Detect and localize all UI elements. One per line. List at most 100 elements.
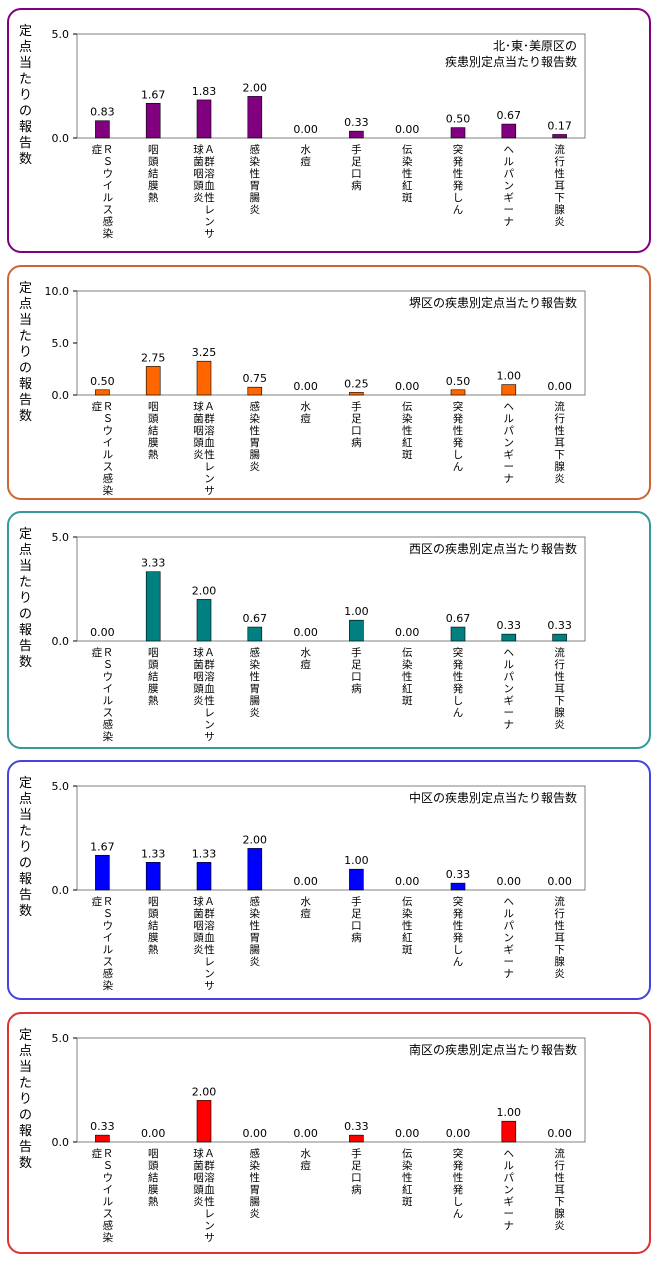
category-label: 紅 (402, 683, 413, 695)
category-label: 炎 (250, 956, 261, 968)
category-label: ン (204, 719, 215, 731)
plot-area (76, 290, 586, 396)
category-label: 症 (92, 895, 103, 908)
bar (145, 366, 161, 396)
category-label: 溶 (204, 670, 215, 683)
category-label: 突 (453, 400, 464, 413)
category-label: 染 (103, 730, 114, 743)
category-label: 痘 (300, 1159, 311, 1172)
category-label: ウ (103, 920, 114, 932)
category-label: ル (504, 659, 515, 671)
category-label: Ｓ (103, 413, 114, 425)
category-label: レ (204, 1208, 215, 1220)
data-label: 0.00 (293, 1127, 318, 1140)
category-label: ギ (504, 449, 515, 461)
bar (95, 1134, 110, 1143)
data-label: 0.00 (547, 380, 572, 393)
category-label: 咽 (148, 647, 159, 659)
category-label: 頭 (193, 180, 204, 192)
data-label: 0.33 (497, 619, 522, 632)
bar (196, 599, 212, 642)
data-label: 0.33 (547, 619, 572, 632)
category-label: 染 (250, 412, 261, 425)
category-label: 溶 (204, 1171, 215, 1184)
category-label: 痘 (300, 412, 311, 425)
category-label: Ｒ (103, 401, 114, 413)
category-label: 伝 (402, 401, 413, 413)
category-label: 性 (554, 424, 565, 437)
category-label: 頭 (193, 437, 204, 449)
category-label: 手 (351, 143, 362, 156)
plot-area (76, 536, 586, 642)
category-label: 感 (103, 472, 114, 485)
category-label: 足 (351, 413, 362, 425)
y-tick-label: 0.0 (52, 132, 70, 145)
chart-title: 西区の疾患別定点当たり報告数 (409, 541, 577, 556)
category-label: ウ (103, 1172, 114, 1184)
category-label: 性 (250, 167, 261, 180)
category-label: 頭 (193, 683, 204, 695)
category-label: 耳 (554, 437, 565, 449)
y-tick-label: 5.0 (52, 531, 70, 544)
category-label: イ (103, 1184, 114, 1196)
category-label: 性 (402, 1171, 413, 1184)
category-label: 紅 (402, 932, 413, 944)
category-label: Ｒ (103, 1148, 114, 1160)
category-label: 胃 (250, 683, 261, 695)
bar (145, 102, 161, 139)
category-label: 下 (554, 1196, 565, 1208)
category-label: 発 (453, 1159, 464, 1172)
category-label: 頭 (193, 1184, 204, 1196)
category-label: 頭 (193, 932, 204, 944)
category-label: 痘 (300, 907, 311, 920)
category-label: 足 (351, 659, 362, 671)
category-label: 流 (554, 1147, 565, 1160)
category-label: 発 (453, 931, 464, 944)
category-label: 感 (250, 400, 261, 413)
bar (349, 130, 364, 139)
category-label: 発 (453, 907, 464, 920)
category-label: Ａ (204, 1148, 215, 1160)
category-label: 炎 (554, 473, 565, 485)
category-label: 行 (554, 1159, 565, 1172)
data-label: 0.00 (293, 123, 318, 136)
data-label: 0.00 (395, 875, 420, 888)
category-label: 腸 (250, 192, 261, 204)
category-label: 炎 (193, 695, 204, 707)
data-label: 2.00 (192, 584, 217, 597)
data-label: 0.00 (547, 875, 572, 888)
category-label: 熱 (148, 943, 159, 956)
category-label: 感 (103, 1219, 114, 1232)
category-label: 口 (351, 1172, 362, 1184)
bar (196, 1100, 212, 1143)
category-label: 咽 (193, 671, 204, 683)
category-label: 炎 (193, 192, 204, 204)
data-label: 0.00 (395, 123, 420, 136)
data-label: 0.50 (446, 375, 471, 388)
category-label: ル (103, 944, 114, 956)
category-label: 発 (453, 1183, 464, 1196)
bar (501, 1120, 517, 1143)
category-label: 流 (554, 400, 565, 413)
category-label: 行 (554, 907, 565, 920)
category-label: ン (504, 180, 515, 192)
category-label: 胃 (250, 180, 261, 192)
data-label: 0.50 (446, 113, 471, 126)
category-label: 水 (300, 647, 311, 659)
data-label: 1.00 (497, 370, 522, 383)
bar (145, 571, 161, 642)
data-label: 0.25 (344, 377, 369, 390)
y-tick-label: 0.0 (52, 1136, 70, 1149)
category-label: 下 (554, 944, 565, 956)
category-label: 性 (204, 191, 215, 204)
category-label: 染 (250, 1159, 261, 1172)
category-label: 膜 (148, 437, 159, 449)
category-label: 溶 (204, 167, 215, 180)
category-label: 感 (103, 215, 114, 228)
bar (552, 134, 567, 139)
category-label: 性 (204, 694, 215, 707)
category-label: 球 (193, 646, 204, 659)
category-label: 病 (351, 1183, 362, 1196)
category-label: ン (504, 683, 515, 695)
category-label: サ (204, 980, 215, 992)
